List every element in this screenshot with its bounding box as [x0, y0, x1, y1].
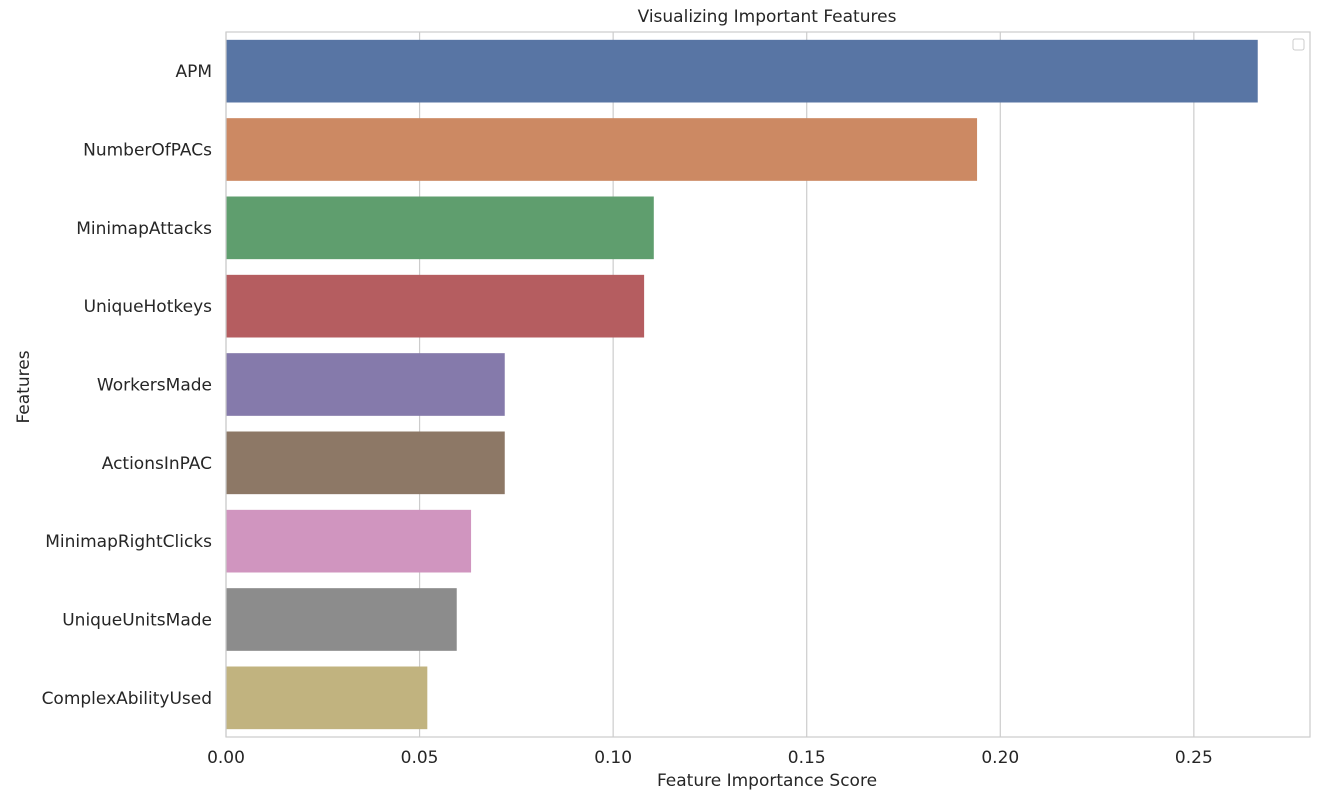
bar-UniqueUnitsMade [226, 588, 457, 651]
bar-ComplexAbilityUsed [226, 666, 428, 730]
y-axis-label: Features [14, 350, 34, 423]
x-tick-label: 0.10 [594, 748, 632, 768]
bar-ActionsInPAC [226, 431, 505, 495]
x-tick-label: 0.15 [788, 748, 826, 768]
y-tick-label: MinimapRightClicks [45, 532, 212, 552]
y-tick-label: WorkersMade [97, 376, 212, 396]
x-axis-label: Feature Importance Score [657, 771, 877, 791]
legend-box [1292, 38, 1305, 51]
y-tick-label: APM [175, 62, 212, 82]
x-tick-label: 0.05 [401, 748, 439, 768]
y-tick-labels: APM NumberOfPACs MinimapAttacks UniqueHotke… [42, 62, 213, 709]
bar-UniqueHotkeys [226, 274, 645, 338]
plot-frame [225, 31, 1311, 738]
x-tick-labels: 0.00 0.05 0.10 0.15 0.20 0.25 [207, 748, 1213, 768]
y-tick-label: ComplexAbilityUsed [42, 689, 212, 709]
y-tick-label: MinimapAttacks [76, 219, 212, 239]
chart-title: Visualizing Important Features [638, 7, 897, 27]
y-tick-label: UniqueHotkeys [84, 297, 213, 317]
bar-MinimapRightClicks [226, 509, 472, 573]
y-tick-label: NumberOfPACs [83, 141, 212, 161]
bars [226, 39, 1258, 730]
x-tick-label: 0.20 [981, 748, 1019, 768]
bar-WorkersMade [226, 353, 505, 416]
bar-MinimapAttacks [226, 196, 654, 260]
bar-NumberOfPACs [226, 118, 978, 181]
bar-APM [226, 39, 1258, 103]
x-tick-label: 0.00 [207, 748, 245, 768]
x-tick-label: 0.25 [1175, 748, 1213, 768]
y-tick-label: UniqueUnitsMade [62, 611, 212, 631]
y-tick-label: ActionsInPAC [102, 454, 212, 474]
